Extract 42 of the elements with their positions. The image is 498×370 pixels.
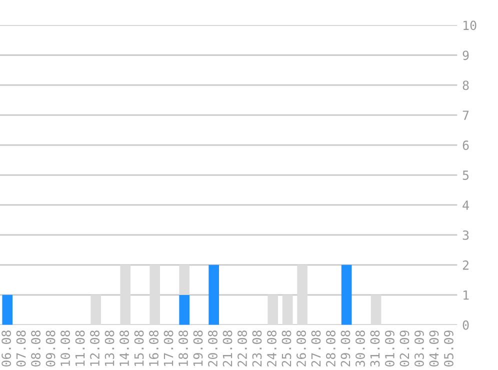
x-tick-label: 05.09 bbox=[444, 330, 454, 367]
y-tick-label: 10 bbox=[464, 20, 476, 30]
x-tick-label: 15.08 bbox=[134, 330, 144, 366]
x-tick-label: 09.08 bbox=[46, 330, 56, 367]
x-tick-label: 30.08 bbox=[356, 330, 365, 367]
x-tick-label: 26.08 bbox=[296, 330, 306, 366]
y-tick-label: 9 bbox=[462, 50, 469, 60]
y-tick-label: 5 bbox=[462, 170, 469, 180]
x-tick-label: 20.08 bbox=[208, 330, 218, 366]
x-tick-label: 13.08 bbox=[104, 330, 114, 366]
x-tick-label: 14.08 bbox=[120, 330, 130, 366]
x-tick-label: 18.08 bbox=[178, 330, 188, 366]
y-tick-label: 8 bbox=[462, 80, 469, 90]
x-tick-label: 11.08 bbox=[75, 330, 85, 366]
y-tick-label: 6 bbox=[462, 140, 469, 150]
y-tick-label: 3 bbox=[462, 230, 469, 240]
x-tick-label: 01.09 bbox=[385, 330, 394, 367]
x-tick-label: 04.09 bbox=[429, 330, 439, 367]
x-tick-label: 12.08 bbox=[90, 330, 100, 366]
x-tick-label: 07.08 bbox=[16, 330, 26, 367]
x-tick-label: 08.08 bbox=[31, 330, 41, 367]
x-tick-label: 02.09 bbox=[400, 330, 410, 367]
x-tick-label: 06.08 bbox=[2, 330, 12, 367]
y-tick-label: 7 bbox=[462, 110, 469, 120]
x-tick-label: 23.08 bbox=[252, 330, 262, 366]
x-tick-label: 27.08 bbox=[311, 330, 321, 366]
x-tick-label: 21.08 bbox=[222, 330, 232, 366]
x-tick-label: 19.08 bbox=[193, 330, 203, 366]
y-tick-label: 0 bbox=[462, 320, 469, 330]
x-tick-label: 24.08 bbox=[267, 330, 276, 366]
x-tick-label: 22.08 bbox=[238, 330, 247, 366]
y-tick-label: 2 bbox=[462, 260, 468, 270]
y-tick-label: 1 bbox=[464, 290, 469, 300]
x-tick-label: 29.08 bbox=[340, 330, 350, 366]
x-tick-label: 17.08 bbox=[164, 330, 174, 366]
y-tick-label: 4 bbox=[462, 200, 469, 210]
x-tick-label: 28.08 bbox=[326, 330, 336, 366]
x-tick-label: 31.08 bbox=[370, 330, 380, 367]
x-tick-label: 25.08 bbox=[282, 330, 292, 366]
x-tick-label: 10.08 bbox=[60, 330, 70, 366]
x-tick-label: 03.09 bbox=[414, 330, 424, 367]
x-tick-label: 16.08 bbox=[149, 330, 159, 366]
